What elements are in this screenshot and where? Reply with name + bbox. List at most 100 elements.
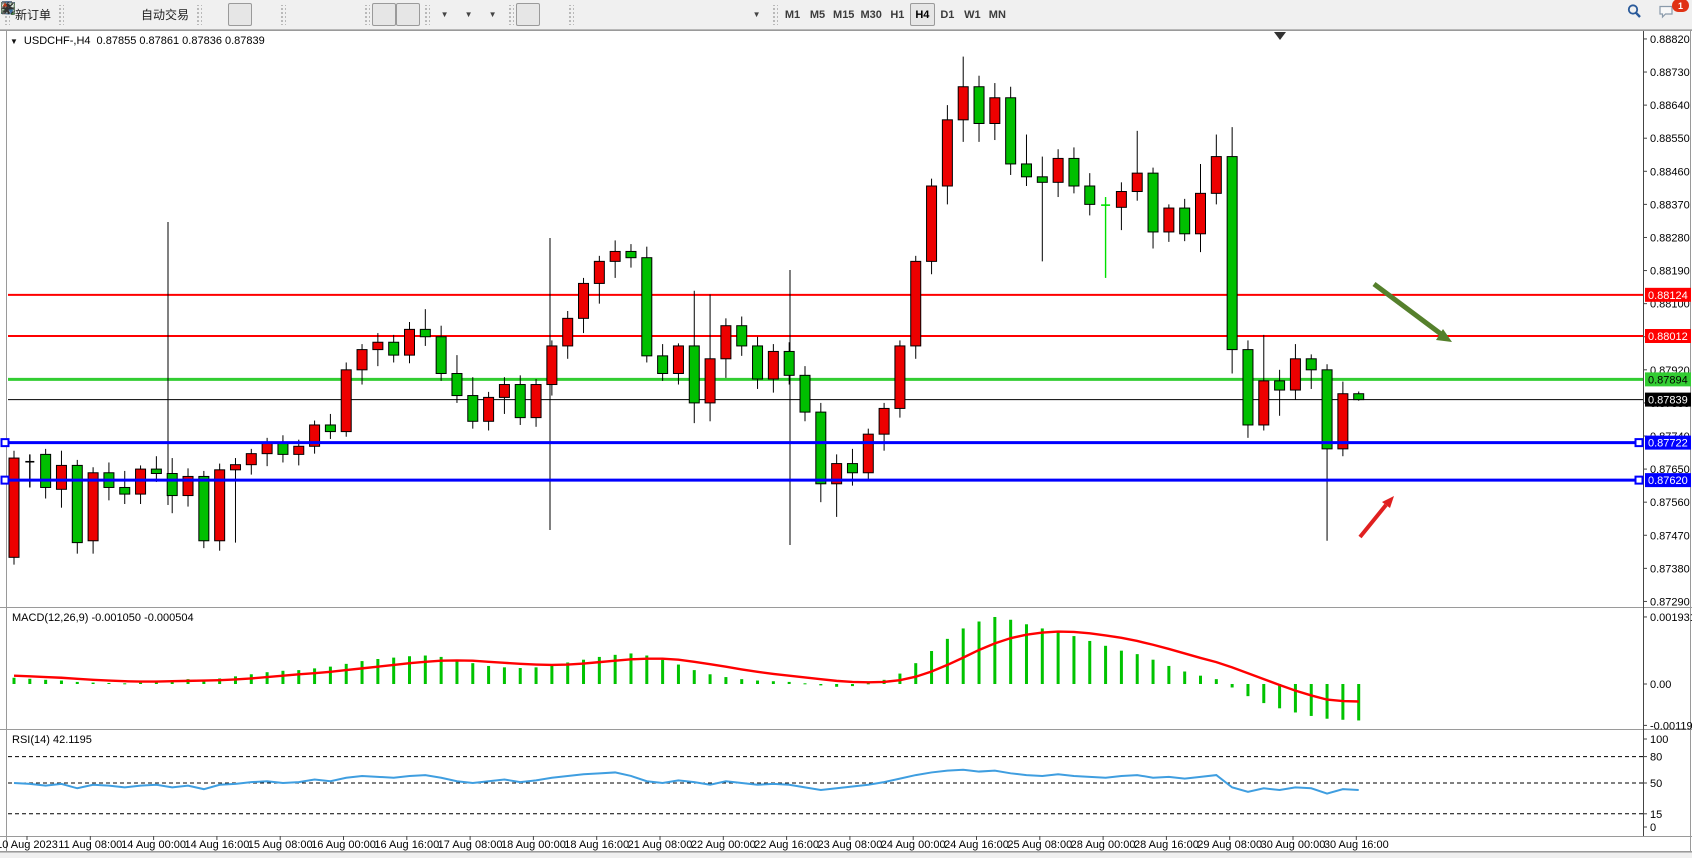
toolbar-grip (195, 4, 203, 25)
hline-handle[interactable] (0, 475, 10, 485)
chevron-down-icon[interactable]: ▼ (464, 10, 473, 19)
macd-histogram-bar (44, 679, 48, 684)
macd-histogram-bar (360, 661, 364, 684)
candle-body (593, 260, 605, 284)
candle-body (910, 260, 922, 347)
timeframe-m1[interactable]: M1 (780, 3, 805, 26)
new-chart-dropdown[interactable]: ▼ (1, 2, 456, 26)
date-tick-label: 24 Aug 16:00 (944, 839, 1009, 851)
candle-body (752, 345, 764, 380)
chart-shift-button[interactable] (1, 3, 421, 26)
signals-button[interactable] (2, 3, 138, 26)
toolbar-grip (423, 4, 431, 25)
candle-body (166, 473, 178, 497)
arrows-dropdown[interactable]: ▼ (2, 2, 768, 26)
macd-tick-label: 0.00 (1650, 679, 1671, 691)
macd-histogram-bar (1278, 684, 1282, 709)
candle-body (404, 328, 415, 356)
down-arrow-annotation-head[interactable] (1436, 329, 1452, 342)
price-line-badge-label: 0.87620 (1648, 475, 1688, 487)
timeframe-mn[interactable]: MN (985, 3, 1010, 26)
date-tick-label: 16 Aug 00:00 (311, 839, 376, 851)
zoom-in-button[interactable] (1, 1, 312, 26)
channel-button[interactable]: E (1, 2, 672, 26)
crosshair-button[interactable] (2, 2, 564, 26)
candle-body (372, 341, 384, 351)
date-tick-label: 22 Aug 16:00 (754, 839, 819, 851)
macd-histogram-bar (439, 656, 443, 684)
chevron-down-icon[interactable]: ▼ (488, 10, 497, 19)
macd-histogram-bar (740, 679, 744, 684)
price-tick-label: 0.88190 (1650, 266, 1690, 278)
up-arrow-annotation[interactable] (1358, 503, 1388, 539)
macd-histogram-bar (455, 659, 459, 684)
hline-handle[interactable] (1634, 475, 1644, 485)
candle-body (736, 325, 748, 347)
text-label-button[interactable]: T (1, 2, 744, 26)
symbol-dropdown-icon[interactable]: ▼ (10, 36, 18, 46)
svg-text:A: A (4, 2, 13, 16)
candlestick-mode-button[interactable] (4, 1, 253, 26)
depth-of-market-button[interactable] (1, 3, 90, 26)
cursor-button[interactable] (5, 2, 541, 26)
price-tick-label: 0.88730 (1650, 67, 1690, 79)
trendline-button[interactable] (2, 2, 648, 26)
candle-body (277, 442, 289, 455)
candle-body (831, 463, 843, 485)
timeframe-h4[interactable]: H4 (909, 3, 935, 26)
period-dropdown[interactable]: ▼ (1, 1, 480, 26)
macd-tick-label: -0.001192 (1650, 720, 1692, 732)
timeframe-d1[interactable]: D1 (935, 3, 960, 26)
timeframe-h1[interactable]: H1 (885, 3, 910, 26)
macd-histogram-bar (471, 663, 475, 684)
search-button[interactable] (1626, 3, 1650, 26)
shapes-icon (2, 2, 14, 14)
price-tick-label: 0.88640 (1650, 100, 1690, 112)
tile-windows-button[interactable] (1, 2, 360, 26)
text-button[interactable]: A (4, 2, 720, 26)
timeframe-m5[interactable]: M5 (805, 3, 830, 26)
auto-scroll-button[interactable] (1, 3, 397, 26)
date-tick-label: 15 Aug 08:00 (248, 839, 313, 851)
macd-histogram-bar (12, 677, 16, 684)
candle-body (1337, 393, 1349, 450)
hline-handle[interactable] (1634, 438, 1644, 448)
macd-histogram-bar (59, 680, 63, 684)
macd-histogram-bar (724, 677, 728, 684)
macd-histogram-bar (139, 682, 143, 684)
svg-text:F: F (11, 10, 15, 17)
candle-body (1084, 185, 1096, 205)
hline-handle[interactable] (0, 438, 10, 448)
down-arrow-annotation[interactable] (1372, 281, 1443, 337)
terminal-window-button[interactable] (1, 2, 114, 26)
vertical-line-button[interactable] (7, 2, 600, 26)
new-order-button[interactable]: 新订单 (2, 1, 54, 26)
macd-histogram-bar (313, 668, 317, 684)
timeframe-w1[interactable]: W1 (960, 3, 985, 26)
macd-histogram-bar (787, 681, 791, 684)
bar-chart-mode-button[interactable] (3, 3, 228, 26)
line-chart-mode-button[interactable] (1, 3, 276, 26)
rsi-indicator-label: RSI(14) 42.1195 (12, 734, 92, 746)
timeframe-m30[interactable]: M30 (857, 3, 884, 26)
chevron-down-icon[interactable]: ▼ (440, 10, 449, 19)
chevron-down-icon[interactable]: ▼ (752, 10, 761, 19)
chart-shift-marker[interactable] (1274, 32, 1286, 40)
timeframe-m15[interactable]: M15 (830, 3, 857, 26)
rsi-line (13, 768, 1359, 795)
candle-body (799, 374, 811, 413)
macd-histogram-bar (1088, 640, 1092, 684)
horizontal-line-button[interactable] (2, 3, 624, 26)
fibonacci-button[interactable]: F (2, 2, 696, 26)
candle-body (150, 468, 162, 474)
macd-histogram-bar (1246, 684, 1250, 697)
tline-icon (2, 2, 14, 14)
macd-histogram-bar (1183, 671, 1187, 684)
zoom-out-button[interactable] (1, 1, 336, 26)
macd-histogram-bar (930, 651, 934, 684)
template-dropdown[interactable]: ▼ (1, 2, 504, 26)
autotrade-button[interactable]: 自动交易 (2, 1, 192, 26)
up-arrow-annotation-head[interactable] (1382, 496, 1394, 508)
candle-body (483, 396, 495, 422)
